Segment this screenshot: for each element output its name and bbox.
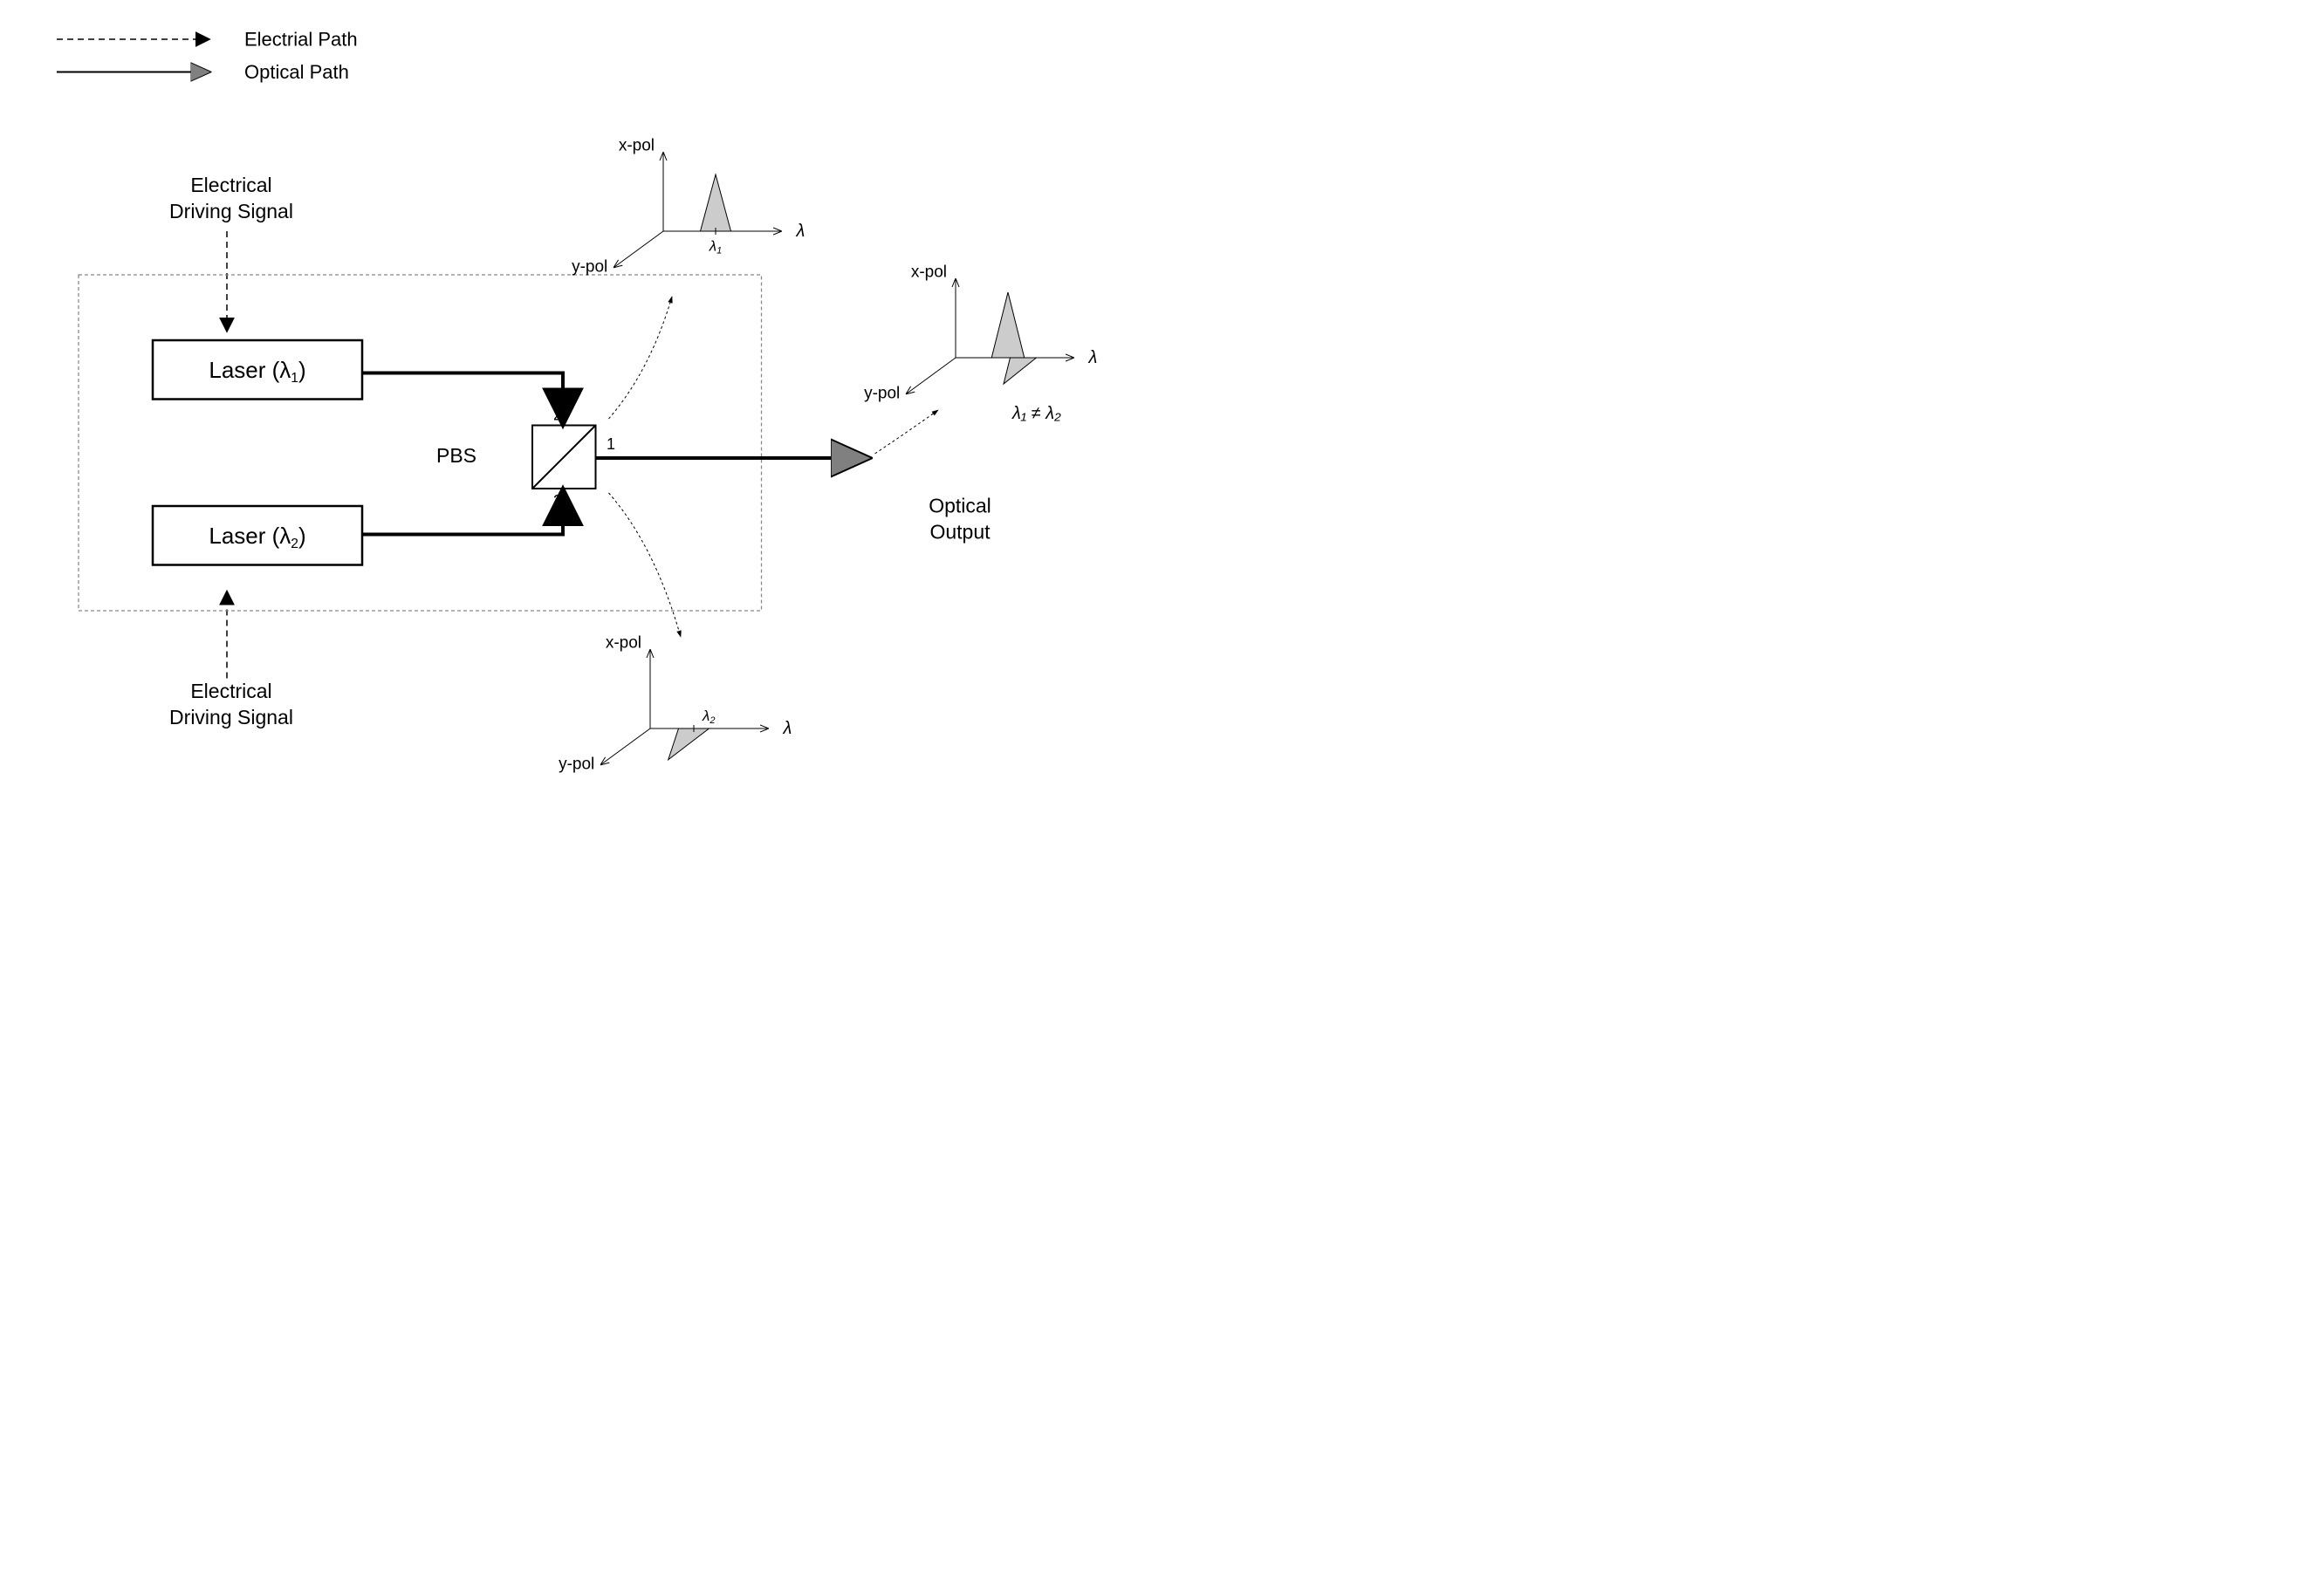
spec-output-ypol-label: y-pol	[864, 384, 900, 402]
spec-output-lambda-label: λ	[1088, 348, 1098, 367]
spec-top-peak-label: λ1	[709, 238, 723, 256]
callout-bottom-arrow	[609, 493, 682, 637]
spec-top-peak	[701, 174, 731, 231]
optical-output-line2: Output	[929, 521, 991, 544]
spec-top-ypol-label: y-pol	[572, 257, 607, 276]
driving-signal-top-line2: Driving Signal	[169, 200, 293, 222]
optical-output-line1: Optical	[929, 495, 991, 517]
callout-output-arrow	[875, 410, 939, 454]
pbs-port-1: 1	[607, 435, 615, 453]
path-laser1-to-pbs	[362, 373, 563, 426]
spec-output-ypol-axis	[907, 358, 956, 393]
pbs-label: PBS	[436, 444, 476, 467]
spec-output-peak-up	[991, 292, 1025, 358]
driving-signal-bottom-line1: Electrical	[190, 680, 271, 702]
pbs-port-3: 3	[553, 492, 562, 510]
spec-top-ypol-axis	[614, 231, 663, 267]
spec-bottom-peak-label: λ2	[702, 708, 716, 726]
spec-output-xpol-label: x-pol	[911, 263, 947, 282]
spec-top-lambda-label: λ	[796, 222, 806, 241]
pbs-port-2: 2	[553, 407, 562, 424]
spec-output-peak-down	[1004, 358, 1037, 384]
spec-bottom-lambda-label: λ	[783, 719, 792, 738]
spec-bottom-xpol-label: x-pol	[606, 634, 641, 653]
spec-bottom-ypol-label: y-pol	[559, 755, 594, 773]
spec-top-xpol-label: x-pol	[619, 137, 655, 155]
driving-signal-top-line1: Electrical	[190, 174, 271, 196]
spec-bottom-ypol-axis	[601, 728, 650, 764]
spec-bottom-peak	[668, 728, 710, 760]
path-laser2-to-pbs	[362, 489, 563, 535]
legend-electrical-label: Electrial Path	[244, 29, 358, 51]
spec-output-inequality: λ₁ ≠ λ₂	[1011, 404, 1061, 423]
callout-top-arrow	[609, 297, 673, 419]
driving-signal-bottom-line2: Driving Signal	[169, 706, 293, 728]
legend-optical-label: Optical Path	[244, 61, 349, 83]
